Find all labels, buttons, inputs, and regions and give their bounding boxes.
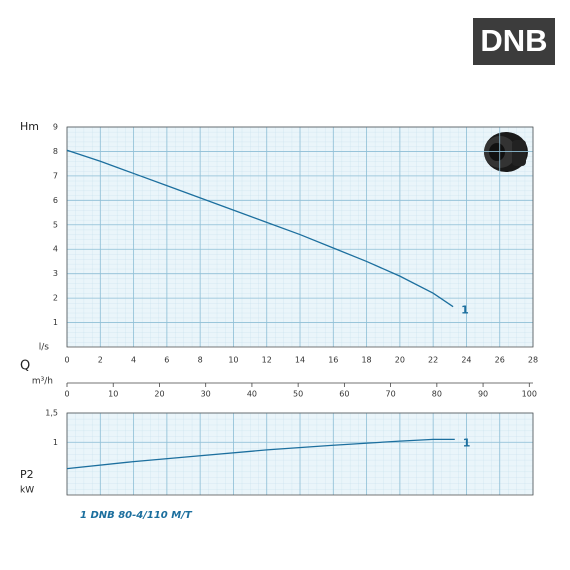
x-tick-label: 18 — [361, 356, 371, 365]
y-axis-label: P2 — [20, 468, 34, 481]
x2-tick-label: 30 — [201, 390, 211, 399]
y-tick-label: 5 — [53, 220, 58, 229]
y-tick-label: 2 — [53, 294, 58, 303]
x-axis-label: l/s — [39, 343, 50, 353]
x-tick-label: 0 — [64, 356, 69, 365]
series-label: 1 — [463, 436, 471, 449]
x-tick-label: 2 — [98, 356, 103, 365]
x2-tick-label: 60 — [339, 390, 349, 399]
x-tick-label: 24 — [461, 356, 471, 365]
badge: DNB — [480, 23, 547, 58]
x-tick-label: 8 — [198, 356, 203, 365]
x2-tick-label: 50 — [293, 390, 303, 399]
plot-frame — [66, 126, 534, 348]
x2-tick-label: 90 — [478, 390, 488, 399]
x-tick-label: 22 — [428, 356, 438, 365]
y-tick-label: 1,5 — [45, 409, 58, 418]
x2-axis-unit: m³/h — [32, 377, 53, 387]
pump-icon — [484, 132, 528, 172]
legend: 1 DNB 80-4/110 M/T — [80, 510, 193, 521]
x2-tick-label: 80 — [432, 390, 442, 399]
y-axis-unit: kW — [20, 486, 34, 496]
y-tick-label: 9 — [53, 123, 58, 132]
y-tick-label: 8 — [53, 147, 58, 156]
x-tick-label: 14 — [295, 356, 305, 365]
x2-tick-label: 10 — [108, 390, 118, 399]
x2-tick-label: 20 — [154, 390, 164, 399]
series-label: 1 — [461, 304, 469, 317]
x-tick-label: 6 — [164, 356, 169, 365]
x-tick-label: 12 — [262, 356, 272, 365]
x2-tick-label: 100 — [522, 390, 537, 399]
y-tick-label: 6 — [53, 196, 58, 205]
plot-frame — [66, 412, 534, 496]
x-tick-label: 4 — [131, 356, 136, 365]
x-tick-label: 28 — [528, 356, 538, 365]
x-tick-label: 20 — [395, 356, 405, 365]
x-tick-label: 26 — [495, 356, 505, 365]
x2-tick-label: 70 — [386, 390, 396, 399]
x-tick-label: 10 — [228, 356, 238, 365]
x-tick-label: 16 — [328, 356, 338, 365]
x2-tick-label: 40 — [247, 390, 257, 399]
y-tick-label: 3 — [53, 269, 58, 278]
series-line — [66, 149, 454, 308]
badge-box — [473, 18, 555, 65]
y-axis-label: Hm — [20, 120, 39, 133]
x2-tick-label: 0 — [64, 390, 69, 399]
y-tick-label: 4 — [53, 245, 58, 254]
x2-axis-label: Q — [20, 359, 30, 374]
y-tick-label: 1 — [53, 318, 58, 327]
y-tick-label: 1 — [53, 438, 58, 447]
y-tick-label: 7 — [53, 171, 58, 180]
series-line — [66, 438, 455, 470]
